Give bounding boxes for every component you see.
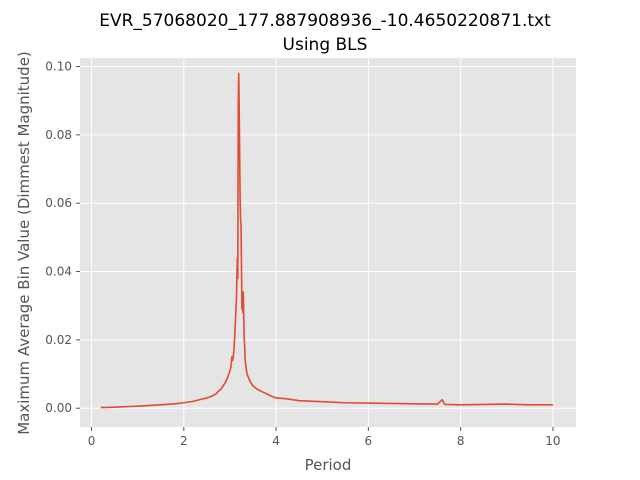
x-tick-label: 4 bbox=[272, 434, 280, 448]
y-tick-label: 0.04 bbox=[45, 265, 72, 279]
series-layer bbox=[100, 72, 553, 409]
x-tick-label: 10 bbox=[545, 434, 560, 448]
x-axis-ticks: 0 2 4 6 8 10 bbox=[88, 427, 561, 448]
x-tick-label: 0 bbox=[88, 434, 96, 448]
y-tick-label: 0.00 bbox=[45, 401, 72, 415]
x-gridlines bbox=[91, 58, 554, 427]
plot-area bbox=[80, 58, 576, 427]
x-tick-label: 6 bbox=[365, 434, 373, 448]
y-tick-label: 0.02 bbox=[45, 333, 72, 347]
series-line bbox=[100, 72, 553, 409]
y-tick-label: 0.10 bbox=[45, 60, 72, 74]
y-axis-ticks: 0.00 0.02 0.04 0.06 0.08 0.10 bbox=[45, 60, 80, 415]
y-axis-label: Maximum Average Bin Value (Dimmest Magni… bbox=[15, 51, 33, 435]
x-tick-label: 8 bbox=[457, 434, 465, 448]
y-gridlines bbox=[80, 66, 576, 409]
chart-subtitle: Using BLS bbox=[283, 35, 368, 55]
y-tick-label: 0.08 bbox=[45, 128, 72, 142]
chart-title: EVR_57068020_177.887908936_-10.465022087… bbox=[99, 11, 551, 31]
x-tick-label: 2 bbox=[180, 434, 188, 448]
x-axis-label: Period bbox=[305, 456, 352, 474]
y-tick-label: 0.06 bbox=[45, 196, 72, 210]
